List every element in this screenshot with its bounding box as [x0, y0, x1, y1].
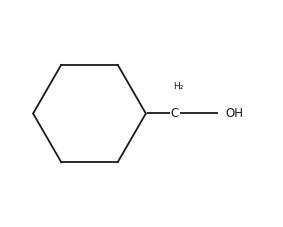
Text: H₂: H₂ [173, 81, 184, 91]
Text: OH: OH [225, 107, 243, 120]
Text: C: C [171, 107, 179, 120]
